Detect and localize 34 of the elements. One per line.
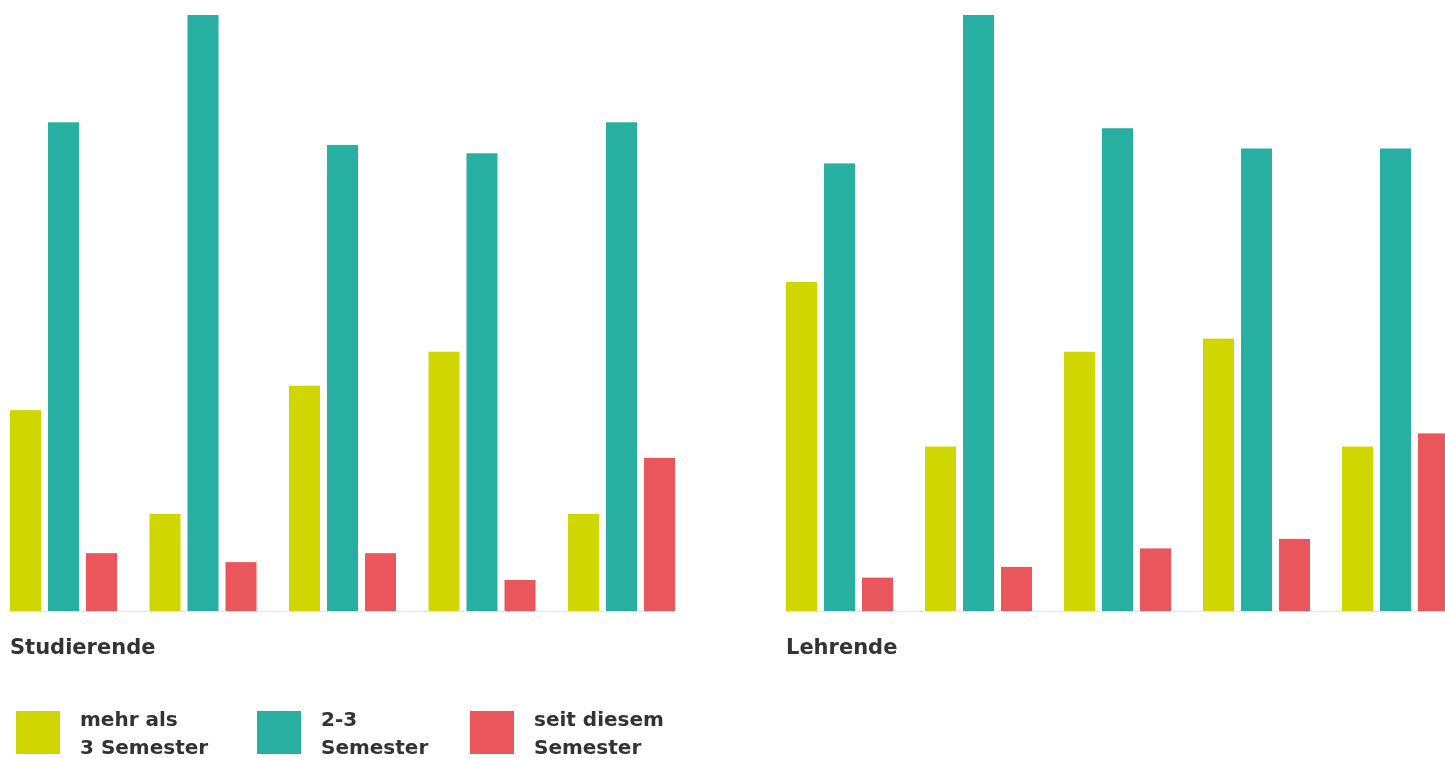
bar: [644, 457, 675, 611]
bar: [428, 351, 460, 611]
bar: [10, 410, 41, 611]
legend-label: mehr als 3 Semester: [80, 707, 209, 758]
x-axis-title: Studierende: [10, 635, 156, 659]
legend-label: seit diesem Semester: [534, 707, 664, 758]
bar: [48, 122, 79, 611]
x-axis-title: Lehrende: [786, 635, 898, 659]
bar: [963, 15, 994, 611]
bar: [327, 144, 358, 611]
bar: [504, 580, 536, 611]
bar: [225, 562, 257, 611]
bar: [86, 553, 117, 611]
bar: [365, 553, 396, 611]
bar: [568, 513, 599, 611]
bar: [1140, 548, 1171, 611]
legend-label: 2-3 Semester: [321, 707, 429, 758]
bar: [1279, 538, 1310, 611]
bar: [862, 577, 893, 611]
bar: [1102, 128, 1133, 611]
bar: [1241, 148, 1272, 611]
bar: [1064, 351, 1095, 611]
bar: [187, 15, 219, 611]
bar: [925, 446, 956, 611]
bar: [786, 282, 817, 611]
bar: [466, 153, 498, 611]
bar: [1203, 338, 1234, 611]
bar: [1342, 446, 1373, 611]
bar: [289, 385, 320, 611]
bar: [149, 513, 181, 611]
bar: [1001, 566, 1032, 611]
bar: [824, 163, 855, 611]
bar: [606, 122, 637, 611]
bar: [1380, 148, 1411, 611]
